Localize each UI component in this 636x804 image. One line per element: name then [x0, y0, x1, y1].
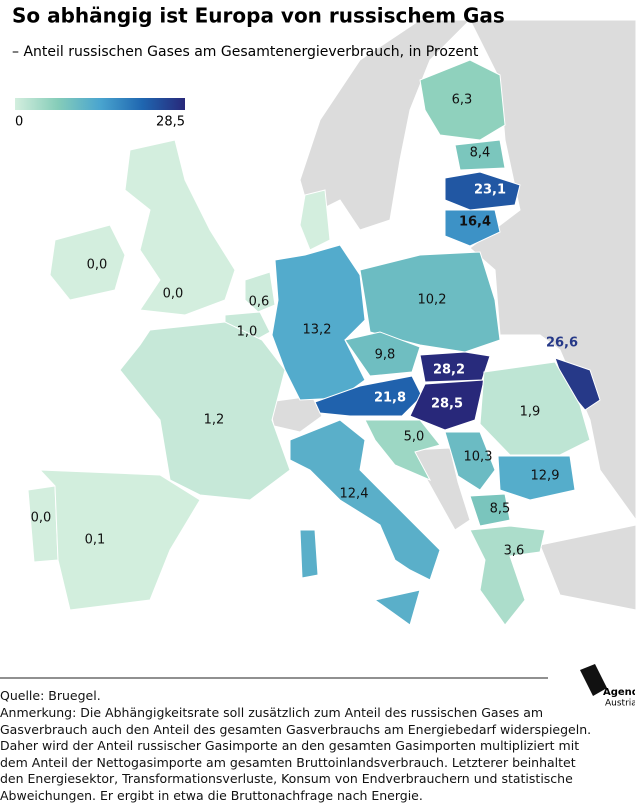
value-label: 3,6: [504, 544, 525, 559]
country: [344, 331, 421, 377]
value-label: 10,2: [418, 293, 447, 308]
value-label: 0,1: [85, 533, 106, 548]
country: [49, 224, 126, 301]
value-label: 26,6: [546, 336, 578, 351]
value-label: 1,2: [204, 413, 225, 428]
value-label: 1,0: [237, 325, 258, 340]
country: [497, 455, 576, 501]
turkey: [539, 524, 636, 611]
value-label: 16,4: [459, 215, 491, 230]
legend-gradient: [15, 98, 185, 110]
country: [419, 59, 506, 141]
country: [119, 321, 291, 501]
value-label: 23,1: [474, 183, 506, 198]
country: [444, 431, 496, 491]
country: [469, 525, 546, 626]
country: [271, 244, 366, 401]
country: [289, 419, 441, 626]
value-label: 0,0: [87, 258, 108, 273]
country: [38, 469, 201, 611]
value-label: 9,8: [375, 348, 396, 363]
value-label: 28,2: [433, 363, 465, 378]
title: So abhängig ist Europa von russischem Ga…: [12, 4, 505, 28]
country: [359, 251, 501, 353]
country: [479, 361, 591, 456]
country: [409, 379, 485, 431]
note: Anmerkung: Die Abhängigkeitsrate soll zu…: [0, 705, 592, 803]
logo: Agenda Austria: [580, 664, 635, 709]
logo-text: Agenda: [603, 687, 635, 698]
scandinavia: [299, 19, 472, 231]
country: [364, 419, 441, 482]
value-label: 12,9: [531, 469, 560, 484]
country: [419, 351, 491, 383]
value-label: 6,3: [452, 93, 473, 108]
country: [469, 493, 511, 527]
country: [314, 375, 423, 417]
value-label: 1,9: [520, 405, 541, 420]
value-label: 10,3: [464, 450, 493, 465]
value-label: 13,2: [303, 323, 332, 338]
denmark: [299, 189, 331, 251]
country: [444, 209, 501, 247]
value-label: 0,6: [249, 295, 270, 310]
value-label: 8,5: [490, 502, 511, 517]
value-label: 0,0: [31, 511, 52, 526]
country: [244, 271, 276, 313]
country: [124, 139, 236, 316]
logo-text: Austria: [605, 699, 635, 709]
subtitle: – Anteil russischen Gases am Gesamtenerg…: [12, 44, 479, 60]
value-label: 28,5: [431, 397, 463, 412]
map: So abhängig ist Europa von russischem Ga…: [0, 3, 636, 679]
value-label: 8,4: [470, 146, 491, 161]
source: Quelle: Bruegel.: [0, 688, 101, 703]
value-label: 12,4: [340, 487, 369, 502]
logo-mark: [580, 664, 607, 696]
value-label: 0,0: [163, 287, 184, 302]
country: [444, 171, 521, 211]
legend-label: 28,5: [156, 115, 185, 130]
value-label: 21,8: [374, 391, 406, 406]
legend-label: 0: [15, 115, 23, 130]
value-label: 5,0: [404, 430, 425, 445]
country: [454, 139, 506, 171]
